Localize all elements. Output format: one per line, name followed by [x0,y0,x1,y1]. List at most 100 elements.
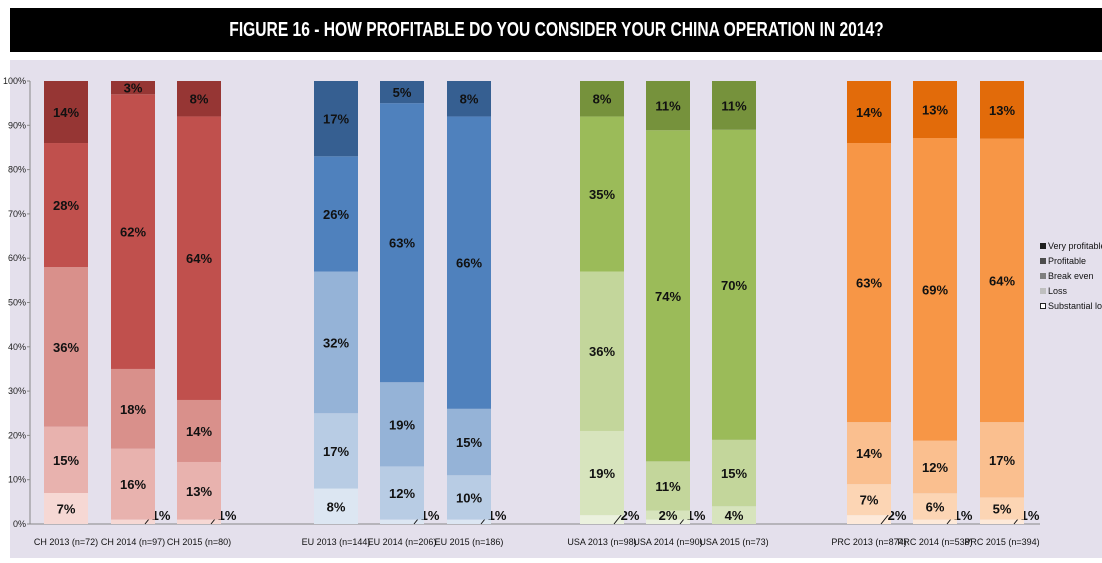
data-label: 74% [655,289,681,304]
data-label: 1% [687,508,706,523]
bar-segment [847,484,891,516]
data-label: 14% [53,105,79,120]
bar-segment [447,408,491,476]
data-label: 36% [589,344,615,359]
data-label: 14% [856,446,882,461]
bar-segment [380,81,424,104]
legend-swatch [1040,287,1046,294]
bar-segment [314,413,358,489]
data-label: 63% [856,276,882,291]
bar-segment [980,519,1024,524]
bar-segment [913,81,957,139]
data-label: 19% [389,417,415,432]
bar-segment [44,267,88,427]
legend-label: Break even [1048,270,1094,281]
bar-segment [44,143,88,268]
legend-swatch [1040,242,1046,249]
data-label: 13% [989,103,1015,118]
data-label: 1% [421,508,440,523]
bar-segment [111,94,155,369]
data-label: 15% [53,453,79,468]
data-label: 15% [721,466,747,481]
data-label: 17% [323,444,349,459]
data-label: 10% [456,490,482,505]
y-tick-label: 50% [8,298,26,308]
data-label: 16% [120,477,146,492]
data-label: 18% [120,402,146,417]
category-label: CH 2015 (n=80) [167,537,231,547]
bar-segment [913,493,957,520]
bar-segment [380,466,424,520]
y-tick-label: 30% [8,386,26,396]
legend-label: Very profitable [1048,240,1102,251]
data-label: 2% [888,508,907,523]
data-label: 15% [456,435,482,450]
data-label: 70% [721,278,747,293]
data-label: 2% [621,508,640,523]
data-label: 13% [922,103,948,118]
legend-swatch [1040,272,1046,279]
bar-segment [314,488,358,524]
bar-segment [447,475,491,520]
bar-segment [111,519,155,524]
data-label: 1% [218,508,237,523]
data-label: 62% [120,225,146,240]
bar-segment [580,81,624,117]
legend-item: Loss [1040,283,1102,298]
bar-segment [980,497,1024,520]
data-label: 64% [989,273,1015,288]
bar-segment [646,81,690,131]
bar-segment [980,138,1024,423]
bar-segment [314,156,358,272]
bar-segment [712,129,756,440]
bar-segment [580,430,624,516]
data-label: 11% [721,98,747,113]
category-label: USA 2013 (n=98) [567,537,636,547]
data-label: 5% [393,85,412,100]
legend-label: Loss [1048,285,1068,296]
y-tick-label: 80% [8,165,26,175]
data-label: 3% [124,81,143,96]
data-label: 35% [589,187,615,202]
category-label: EU 2014 (n=206) [368,537,437,547]
category-label: USA 2015 (n=73) [699,537,768,547]
legend-swatch [1040,302,1046,309]
data-label: 26% [323,207,349,222]
bar-segment [314,81,358,157]
bar-segment [177,81,221,117]
legend-swatch [1040,257,1046,264]
bar-segment [380,103,424,383]
bar-segment [847,81,891,144]
y-tick-label: 70% [8,209,26,219]
data-label: 1% [488,508,507,523]
bar-segment [380,382,424,467]
bar-segment [111,448,155,520]
bar-segment [646,519,690,524]
legend-label: Substantial loss [1048,300,1102,311]
data-label: 17% [323,112,349,127]
data-label: 11% [655,479,681,494]
legend-item: Substantial loss [1040,298,1102,313]
bar-segment [447,81,491,117]
category-label: USA 2014 (n=90) [633,537,702,547]
bar-segment [44,426,88,493]
bar-segment [314,271,358,414]
data-label: 4% [725,508,744,523]
data-label: 12% [922,460,948,475]
bar-segment [646,130,690,462]
legend-item: Very profitable [1040,238,1102,253]
bar-segment [177,399,221,462]
bar-segment [646,461,690,511]
data-label: 1% [152,508,171,523]
data-label: 11% [655,99,681,114]
bar-segment [177,116,221,400]
bar-segment [847,422,891,485]
y-tick-label: 40% [8,342,26,352]
y-tick-label: 0% [13,519,26,529]
bar-segment [580,271,624,431]
bar-segment [980,422,1024,498]
y-tick-label: 20% [8,430,26,440]
legend: Very profitable Profitable Break even Loss S… [1040,238,1102,313]
